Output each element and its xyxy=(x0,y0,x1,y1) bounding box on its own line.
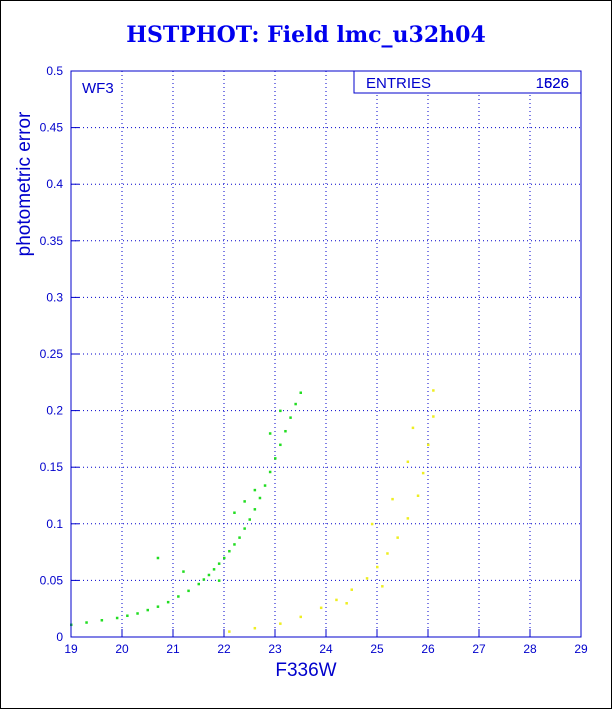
y-tick-label: 0.3 xyxy=(46,290,63,304)
x-tick-label: 28 xyxy=(523,642,537,656)
x-tick-label: 19 xyxy=(64,642,78,656)
data-point xyxy=(263,484,267,487)
chart-title: HSTPHOT: Field lmc_u32h04 xyxy=(126,22,486,48)
data-point xyxy=(376,565,379,569)
stats-box: ENTRIES 1626 526 xyxy=(353,70,582,94)
y-axis-label: photometric error xyxy=(14,111,35,256)
data-point xyxy=(217,562,221,565)
data-point xyxy=(156,605,160,608)
data-point xyxy=(335,598,338,602)
data-point xyxy=(411,426,415,430)
data-point xyxy=(370,522,374,526)
data-point xyxy=(182,570,185,573)
data-point xyxy=(126,614,129,617)
data-point xyxy=(197,582,200,586)
data-point xyxy=(406,460,410,464)
x-tick-label: 27 xyxy=(472,642,486,656)
x-tick-label: 23 xyxy=(268,642,282,656)
data-point xyxy=(136,612,139,615)
data-point xyxy=(284,429,287,433)
panel-label: WF3 xyxy=(82,80,114,97)
data-point xyxy=(202,578,206,581)
data-point xyxy=(100,619,104,622)
data-point xyxy=(345,602,348,605)
data-point xyxy=(406,517,410,520)
stats-label: ENTRIES xyxy=(366,75,431,92)
data-point xyxy=(268,470,272,474)
data-point xyxy=(187,589,190,593)
y-tick-label: 0.15 xyxy=(40,460,64,474)
y-tick-label: 0.45 xyxy=(40,121,64,135)
data-point xyxy=(228,630,231,633)
data-point xyxy=(177,595,180,598)
y-tick-label: 0.5 xyxy=(46,64,63,78)
data-point xyxy=(156,556,160,560)
x-tick-label: 20 xyxy=(115,642,129,656)
y-tick-label: 0.2 xyxy=(46,404,63,418)
y-tick-label: 0.25 xyxy=(40,347,64,361)
data-point xyxy=(228,549,231,553)
x-tick-label: 25 xyxy=(370,642,384,656)
data-point xyxy=(217,579,221,582)
y-tick-label: 0.4 xyxy=(46,177,63,191)
data-point xyxy=(279,443,282,447)
x-tick-label: 26 xyxy=(421,642,435,656)
x-tick-label: 22 xyxy=(217,642,231,656)
axis-ticks: 19 20 21 22 23 24 25 26 27 28 29 0 0.05 0.1 0.15 0.2 0.2… xyxy=(40,64,588,656)
y-tick-label: 0.1 xyxy=(46,517,63,531)
y-tick-label: 0 xyxy=(56,630,63,644)
grid-lines xyxy=(71,71,581,637)
data-point xyxy=(115,616,119,620)
data-point xyxy=(427,443,430,447)
data-point xyxy=(243,500,246,503)
data-point xyxy=(223,556,226,560)
data-point xyxy=(289,416,292,419)
data-point xyxy=(258,496,262,500)
data-point xyxy=(274,457,277,460)
data-point xyxy=(166,600,170,604)
data-point xyxy=(294,402,297,406)
data-point xyxy=(248,518,251,521)
stats-value: 1626 xyxy=(536,75,569,92)
x-tick-label: 24 xyxy=(319,642,333,656)
data-point xyxy=(268,432,272,435)
data-point xyxy=(253,626,257,630)
data-point xyxy=(432,415,435,418)
data-point xyxy=(279,409,282,413)
x-axis-label: F336W xyxy=(275,660,336,681)
data-point xyxy=(299,391,302,394)
x-tick-label: 21 xyxy=(166,642,180,656)
data-point xyxy=(212,568,216,571)
data-point xyxy=(233,543,236,546)
data-point xyxy=(146,608,149,612)
data-point xyxy=(421,471,425,475)
data-point xyxy=(319,606,323,610)
data-point xyxy=(432,389,435,392)
data-points xyxy=(70,389,435,633)
data-point xyxy=(365,577,369,580)
data-point xyxy=(253,508,257,511)
data-point xyxy=(416,494,420,497)
y-tick-label: 0.05 xyxy=(40,573,64,587)
data-point xyxy=(350,588,353,591)
x-tick-label: 29 xyxy=(574,642,588,656)
data-point xyxy=(233,511,236,514)
data-point xyxy=(243,527,246,530)
y-tick-label: 0.35 xyxy=(40,234,64,248)
data-point xyxy=(207,573,211,577)
data-point xyxy=(391,497,394,501)
data-point xyxy=(386,552,389,555)
data-point xyxy=(253,488,257,492)
data-point xyxy=(396,536,399,539)
data-point xyxy=(238,536,241,539)
data-point xyxy=(85,621,88,624)
stats-value: 526 xyxy=(544,75,569,92)
data-point xyxy=(279,622,282,625)
data-point xyxy=(381,585,384,588)
data-point xyxy=(299,615,302,619)
